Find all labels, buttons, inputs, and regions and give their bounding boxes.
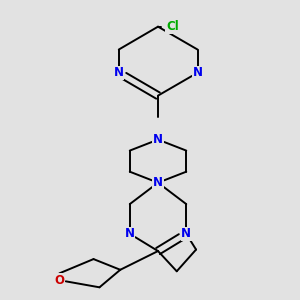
Text: N: N (193, 66, 202, 79)
Text: N: N (153, 176, 163, 189)
Text: Cl: Cl (166, 20, 179, 33)
Text: N: N (153, 133, 163, 146)
Text: N: N (181, 227, 191, 240)
Text: O: O (54, 274, 64, 287)
Text: N: N (114, 66, 124, 79)
Text: N: N (125, 227, 135, 240)
